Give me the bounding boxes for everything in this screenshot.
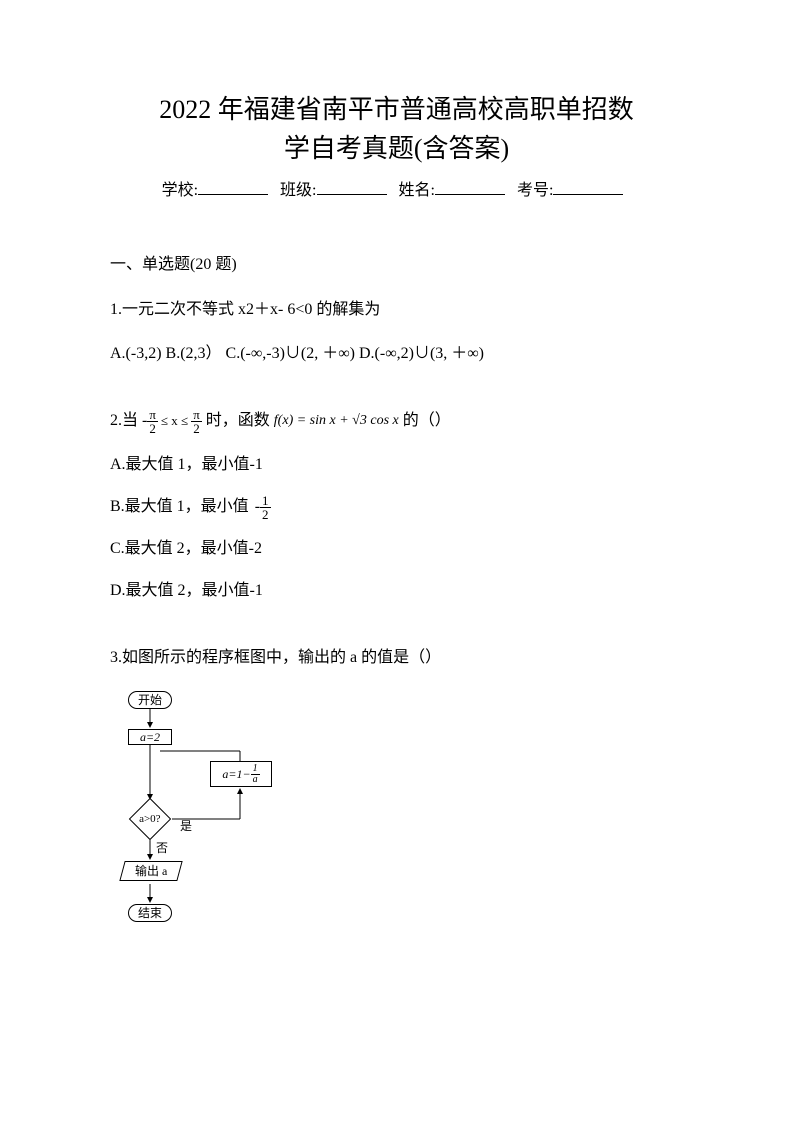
two-den-2: 2 bbox=[191, 422, 202, 435]
fc-output-label: 输出 a bbox=[135, 862, 167, 880]
flowchart-container: 开始 a=2 a=1− 1 a a>0? 是 否 输出 a 结束 bbox=[110, 689, 310, 939]
frac-pi-2-left: π 2 bbox=[147, 408, 158, 435]
fc-init-label: a=2 bbox=[140, 730, 160, 744]
fc-frac-den: a bbox=[251, 775, 260, 785]
fc-assign: a=1− 1 a bbox=[210, 761, 272, 787]
examno-label: 考号: bbox=[517, 182, 553, 199]
q2-opt-c: C.最大值 2，最小值-2 bbox=[110, 533, 683, 565]
examno-blank bbox=[553, 177, 623, 195]
q1-stem: 1.一元二次不等式 x2＋x- 6<0 的解集为 bbox=[110, 294, 683, 326]
fc-frac-num: 1 bbox=[251, 764, 260, 775]
flowchart: 开始 a=2 a=1− 1 a a>0? 是 否 输出 a 结束 bbox=[110, 689, 683, 939]
le-x-le: ≤ x ≤ bbox=[161, 408, 188, 434]
class-blank bbox=[317, 177, 387, 195]
name-blank bbox=[435, 177, 505, 195]
class-label: 班级: bbox=[280, 182, 316, 199]
info-row: 学校: 班级: 姓名: 考号: bbox=[110, 176, 683, 200]
q2-suffix: 的（） bbox=[403, 405, 451, 437]
half-1: 1 bbox=[260, 494, 271, 508]
q2-opt-b: B.最大值 1，最小值 - 1 2 bbox=[110, 491, 683, 523]
section-1-title: 一、单选题(20 题) bbox=[110, 250, 683, 274]
fc-no: 否 bbox=[156, 839, 168, 856]
q2-condition: - π 2 ≤ x ≤ π 2 bbox=[142, 405, 202, 437]
q2-options: A.最大值 1，最小值-1 B.最大值 1，最小值 - 1 2 C.最大值 2，… bbox=[110, 449, 683, 607]
q2-optb-pre: B.最大值 1，最小值 bbox=[110, 491, 249, 523]
two-den: 2 bbox=[147, 422, 158, 435]
fc-yes: 是 bbox=[180, 817, 192, 834]
fc-end: 结束 bbox=[128, 904, 172, 922]
frac-pi-2-right: π 2 bbox=[191, 408, 202, 435]
half-2: 2 bbox=[260, 508, 271, 521]
q1-options: A.(-3,2) B.(2,3） C.(-∞,-3)∪(2, ＋∞) D.(-∞… bbox=[110, 338, 683, 370]
q2-opt-d: D.最大值 2，最小值-1 bbox=[110, 575, 683, 607]
fc-cond-label: a>0? bbox=[139, 813, 160, 825]
q2-fx: f(x) = sin x + √3 cos x bbox=[274, 407, 399, 435]
name-label: 姓名: bbox=[399, 182, 435, 199]
fc-assign-frac: 1 a bbox=[251, 764, 260, 785]
fc-start: 开始 bbox=[128, 691, 172, 709]
fc-output: 输出 a bbox=[119, 861, 182, 881]
pi-num-2: π bbox=[191, 408, 202, 422]
title-line-2: 学自考真题(含答案) bbox=[110, 129, 683, 168]
q2-stem: 2.当 - π 2 ≤ x ≤ π 2 时，函数 f(x) = sin x + … bbox=[110, 405, 683, 437]
school-blank bbox=[198, 177, 268, 195]
fc-end-label: 结束 bbox=[138, 906, 162, 920]
fc-assign-label: a=1− bbox=[222, 767, 250, 782]
q2-opt-a: A.最大值 1，最小值-1 bbox=[110, 449, 683, 481]
q2-prefix: 2.当 bbox=[110, 405, 138, 437]
fc-init: a=2 bbox=[128, 729, 172, 745]
page-title: 2022 年福建省南平市普通高校高职单招数 学自考真题(含答案) bbox=[110, 90, 683, 168]
q2-mid: 时，函数 bbox=[206, 405, 270, 437]
pi-num: π bbox=[147, 408, 158, 422]
fc-start-label: 开始 bbox=[138, 693, 162, 707]
q3-stem: 3.如图所示的程序框图中，输出的 a 的值是（） bbox=[110, 642, 683, 674]
school-label: 学校: bbox=[162, 182, 198, 199]
title-line-1: 2022 年福建省南平市普通高校高职单招数 bbox=[110, 90, 683, 129]
frac-half: 1 2 bbox=[260, 494, 271, 521]
